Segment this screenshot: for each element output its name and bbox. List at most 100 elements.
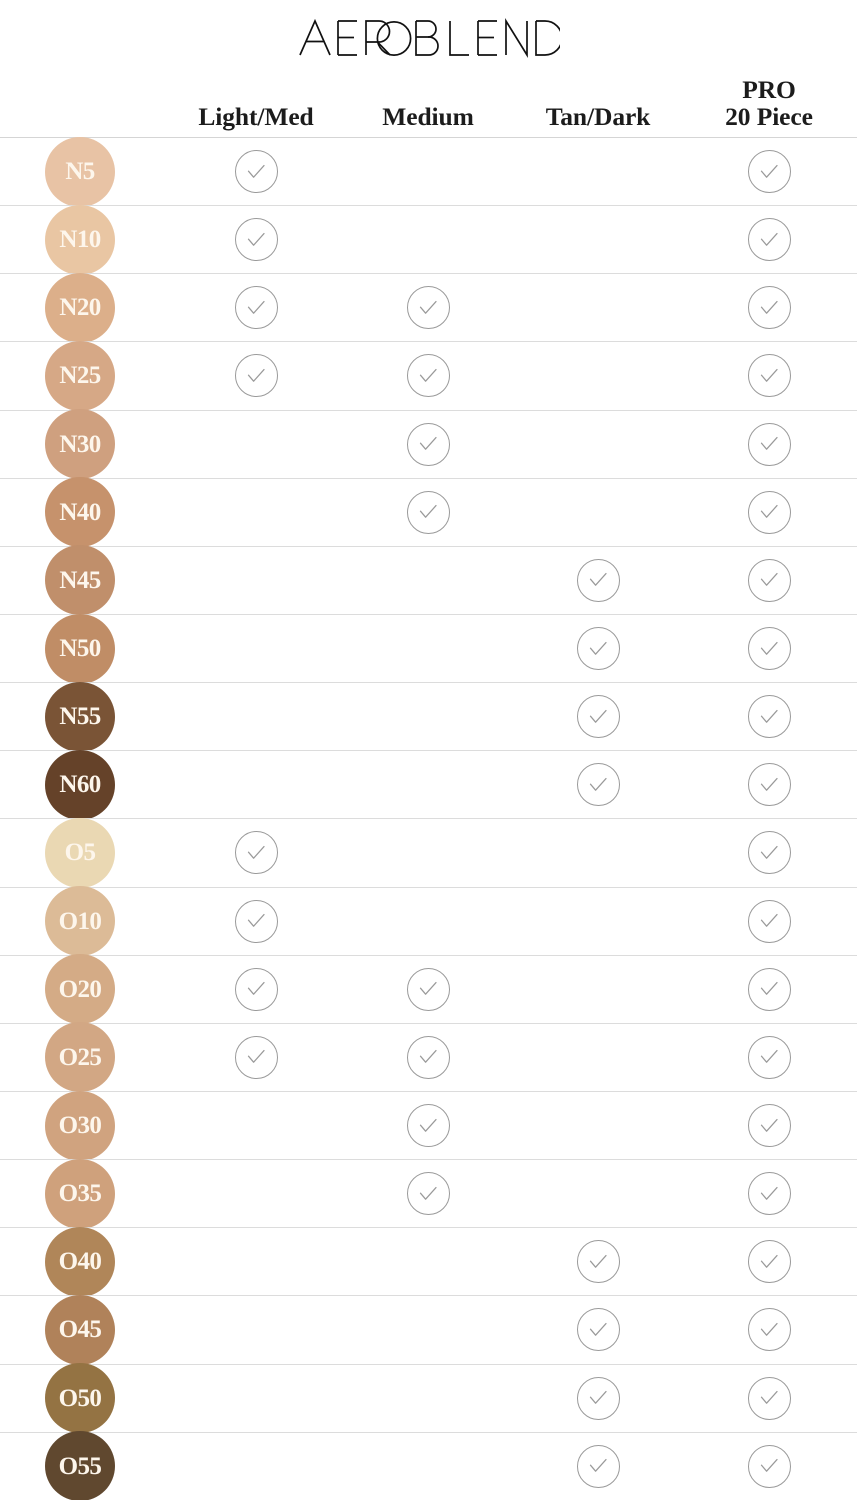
check-icon [247,232,265,246]
shade-swatch-label: O20 [58,975,102,1003]
shade-swatch-label: O30 [58,1112,102,1140]
column-header-medium-line1: Medium [382,102,474,132]
availability-check-light_med [234,1035,278,1079]
table-row: O5 [0,817,857,888]
availability-check-pro20 [747,831,791,875]
availability-check-pro20 [747,1035,791,1079]
check-icon [589,641,607,655]
table-row: N30 [0,409,857,480]
availability-check-pro20 [747,422,791,466]
availability-check-pro20 [747,286,791,330]
availability-check-medium [406,422,450,466]
availability-check-pro20 [747,1104,791,1148]
availability-check-pro20 [747,1376,791,1420]
availability-check-tan_dark [576,1376,620,1420]
check-icon [760,1459,778,1473]
column-header-pro-line2: 20 Piece [725,102,813,132]
availability-check-medium [406,1104,450,1148]
check-icon [760,1391,778,1404]
check-icon [760,777,778,791]
check-icon [760,641,778,655]
shade-swatch[interactable]: N60 [45,749,115,820]
table-row: N25 [0,340,857,411]
check-icon [760,845,778,859]
shade-swatch[interactable]: O45 [45,1294,115,1365]
shade-swatch[interactable]: N20 [45,272,115,343]
check-icon [247,164,265,178]
check-icon [247,845,265,859]
table-row: O10 [0,886,857,957]
availability-check-tan_dark [576,763,620,807]
shade-swatch-label: N55 [59,703,101,731]
availability-check-medium [406,286,450,330]
shade-swatch[interactable]: O40 [45,1226,115,1297]
check-icon [589,1322,607,1336]
shade-swatch[interactable]: N10 [45,204,115,275]
check-icon [760,573,778,587]
aeroblend-wordmark-icon [298,18,560,58]
shade-swatch-label: N60 [59,771,101,799]
table-row: O20 [0,954,857,1025]
availability-check-light_med [234,899,278,943]
availability-check-light_med [234,218,278,262]
check-icon [760,1118,778,1132]
table-row: N60 [0,749,857,820]
table-row: O50 [0,1363,857,1434]
shade-swatch[interactable]: N40 [45,477,115,548]
check-icon [589,573,607,587]
shade-swatch-label: N10 [59,226,101,254]
check-icon [589,777,607,791]
table-row: N20 [0,272,857,343]
availability-check-medium [406,1035,450,1079]
shade-swatch-label: O50 [58,1384,102,1412]
shade-swatch-label: O10 [58,907,102,935]
column-header-row: Light/Med Medium Tan/Dark PRO 20 Piece [0,62,857,137]
shade-swatch[interactable]: N5 [45,136,115,207]
table-row: O40 [0,1226,857,1297]
table-row: N10 [0,204,857,275]
check-icon [419,1118,437,1132]
shade-swatch[interactable]: O50 [45,1363,115,1434]
column-header-pro-20-piece: PRO 20 Piece [725,76,813,131]
shade-swatch[interactable]: O30 [45,1090,115,1161]
shade-swatch[interactable]: N25 [45,340,115,411]
availability-check-medium [406,490,450,534]
check-icon [760,1186,778,1200]
check-icon [247,914,265,927]
table-row: O25 [0,1022,857,1093]
check-icon [419,1050,437,1064]
shade-swatch[interactable]: N50 [45,613,115,684]
shade-swatch[interactable]: O35 [45,1158,115,1229]
check-icon [760,1050,778,1064]
shade-swatch[interactable]: O55 [45,1431,115,1500]
shade-swatch[interactable]: N30 [45,409,115,480]
shade-swatch[interactable]: O20 [45,954,115,1025]
shade-swatch-label: N30 [59,430,101,458]
check-icon [419,437,437,450]
check-icon [760,505,778,519]
availability-check-pro20 [747,490,791,534]
check-icon [419,982,437,996]
availability-check-medium [406,967,450,1011]
shade-swatch[interactable]: O10 [45,886,115,957]
table-row: O45 [0,1294,857,1365]
check-icon [760,300,778,314]
availability-check-pro20 [747,1240,791,1284]
availability-check-tan_dark [576,1240,620,1284]
shade-swatch-label: N25 [59,362,101,390]
shade-swatch-label: O25 [58,1043,102,1071]
availability-check-tan_dark [576,695,620,739]
availability-check-light_med [234,286,278,330]
shade-swatch[interactable]: N45 [45,545,115,616]
shade-swatch-label: N45 [59,566,101,594]
shade-swatch-label: N20 [59,294,101,322]
shade-swatch[interactable]: O5 [45,817,115,888]
shade-swatch[interactable]: N55 [45,681,115,752]
availability-check-medium [406,1172,450,1216]
shade-swatch-label: O40 [58,1248,102,1276]
shade-swatch[interactable]: O25 [45,1022,115,1093]
availability-check-tan_dark [576,558,620,602]
check-icon [589,1254,607,1268]
table-row: O30 [0,1090,857,1161]
